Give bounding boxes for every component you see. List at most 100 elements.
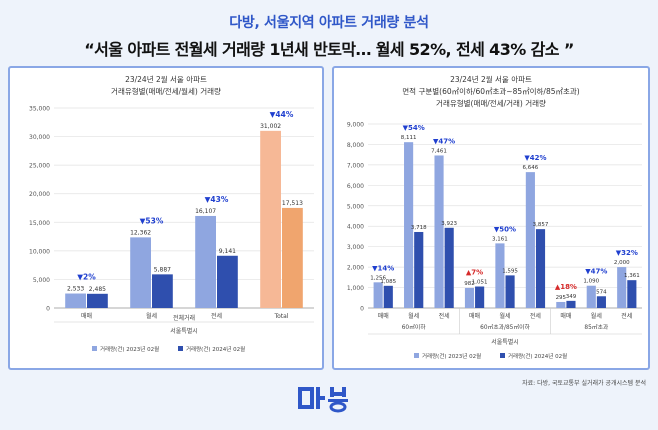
region-label: 서울특별시 xyxy=(170,327,198,335)
x-tick-label: Total xyxy=(273,313,288,320)
bar-2023 xyxy=(130,237,151,308)
bar-2024 xyxy=(596,296,606,308)
bar-2024 xyxy=(535,229,546,308)
bar-2024 xyxy=(152,274,173,308)
legend-label-2024: 거래량(건) 2024년 02월 xyxy=(508,352,567,360)
group-label: 60㎡초과/85㎡이하 xyxy=(480,323,530,331)
x-tick-label: 월세 xyxy=(146,312,157,320)
bar-2023 xyxy=(464,287,475,308)
y-tick-label: 10,000 xyxy=(29,248,50,255)
change-label: ▼42% xyxy=(524,154,546,162)
y-tick-label: 0 xyxy=(46,306,50,313)
change-label: ▼50% xyxy=(494,225,516,233)
source-note: 자료: 다방, 국토교통부 실거래가 공개시스템 분석 xyxy=(522,380,646,387)
data-label: 31,002 xyxy=(260,123,281,130)
bar-2024 xyxy=(282,207,303,308)
x-tick-label: 전세 xyxy=(621,312,632,320)
data-label: 2,485 xyxy=(89,286,106,293)
data-label: 295 xyxy=(556,295,567,301)
dabang-logo xyxy=(298,387,348,413)
chart-subtitle: 거래유형별(매매/전세/월세) 거래량 xyxy=(111,86,221,96)
change-label: ▼44% xyxy=(270,110,294,119)
change-label: ▼53% xyxy=(140,216,164,225)
x-tick-label: 매매 xyxy=(81,312,92,320)
y-tick-label: 8,000 xyxy=(347,142,364,149)
y-tick-label: 1,000 xyxy=(347,285,364,292)
change-label: ▲7% xyxy=(466,269,483,277)
y-tick-label: 6,000 xyxy=(347,183,364,190)
change-label: ▼32% xyxy=(616,249,638,257)
bar-2023 xyxy=(525,172,535,308)
change-label: ▼47% xyxy=(433,137,455,145)
bar-2023 xyxy=(617,267,627,308)
data-label: 1,595 xyxy=(502,268,518,274)
data-label: 12,362 xyxy=(130,229,151,236)
data-label: 17,513 xyxy=(282,200,303,207)
y-tick-label: 25,000 xyxy=(29,163,50,170)
data-label: 2,000 xyxy=(614,260,630,266)
y-tick-label: 15,000 xyxy=(29,220,50,227)
report-headline: “서울 아파트 전월세 거래량 1년새 반토막… 월세 52%, 전세 43% … xyxy=(84,40,574,59)
legend-swatch-2024 xyxy=(500,353,505,358)
y-tick-label: 3,000 xyxy=(347,244,364,251)
data-label: 5,887 xyxy=(154,266,171,273)
legend-swatch-2023 xyxy=(92,346,97,351)
bar-2023 xyxy=(65,293,86,308)
bar-2024 xyxy=(217,255,238,308)
y-tick-label: 35,000 xyxy=(29,106,50,113)
data-label: 574 xyxy=(596,289,607,295)
bar-2024 xyxy=(566,300,576,308)
y-tick-label: 5,000 xyxy=(347,203,364,210)
data-label: 6,646 xyxy=(523,165,539,171)
data-label: 2,533 xyxy=(67,286,84,293)
data-label: 7,461 xyxy=(431,148,447,154)
bar-2023 xyxy=(260,130,281,308)
bar-2023 xyxy=(373,282,383,308)
legend-swatch-2023 xyxy=(414,353,419,358)
change-label: ▼14% xyxy=(372,264,394,272)
bar-2024 xyxy=(505,275,515,308)
legend-label-2024: 거래량(건) 2024년 02월 xyxy=(186,345,245,353)
chart-subtitle: 면적 구분별(60㎡이하/60㎡초과~85㎡이하/85㎡초과) xyxy=(402,86,580,96)
bar-2024 xyxy=(444,227,454,308)
data-label: 8,111 xyxy=(401,135,417,141)
chart-panel-transaction-type: 23/24년 2월 서울 아파트 거래유형별(매매/전세/월세) 거래량 0 5,00… xyxy=(8,66,324,370)
bar-2024 xyxy=(627,280,637,308)
bar-2024 xyxy=(87,293,108,308)
data-label: 3,857 xyxy=(533,222,549,228)
x-tick-label: 전세 xyxy=(439,312,450,320)
x-tick-label: 매매 xyxy=(560,312,571,320)
x-tick-label: 월세 xyxy=(591,312,602,320)
data-label: 9,141 xyxy=(219,248,236,255)
data-label: 982 xyxy=(464,281,475,287)
chart-panel-area-size: 23/24년 2월 서울 아파트 면적 구분별(60㎡이하/60㎡초과~85㎡이하… xyxy=(332,66,650,370)
data-label: 1,051 xyxy=(472,280,488,286)
group-label: 60㎡이하 xyxy=(402,323,427,331)
data-label: 1,361 xyxy=(624,273,640,279)
x-tick-label: 전세 xyxy=(530,312,541,320)
region-label: 서울특별시 xyxy=(491,338,519,346)
bar-2023 xyxy=(404,142,414,308)
y-tick-label: 0 xyxy=(360,306,364,313)
data-label: 1,090 xyxy=(583,279,599,285)
data-label: 16,107 xyxy=(195,208,216,215)
bar-2023 xyxy=(434,155,444,308)
report-subtitle: 다방, 서울지역 아파트 거래량 분석 xyxy=(229,15,429,31)
bar-2023 xyxy=(586,285,596,308)
bar-2023 xyxy=(556,301,566,308)
group-label: 85㎡초과 xyxy=(584,323,609,331)
data-label: 349 xyxy=(566,294,577,300)
data-label: 3,923 xyxy=(441,221,457,227)
data-label: 3,718 xyxy=(411,225,427,231)
y-tick-label: 4,000 xyxy=(347,224,364,231)
data-label: 1,085 xyxy=(380,279,396,285)
bar-2024 xyxy=(383,285,393,308)
legend-swatch-2024 xyxy=(178,346,183,351)
x-tick-label: 월세 xyxy=(408,312,419,320)
data-label: 3,161 xyxy=(492,236,508,242)
y-tick-label: 20,000 xyxy=(29,191,50,198)
x-tick-label: 월세 xyxy=(499,312,510,320)
legend-label-2023: 거래량(건) 2023년 02월 xyxy=(422,352,481,360)
